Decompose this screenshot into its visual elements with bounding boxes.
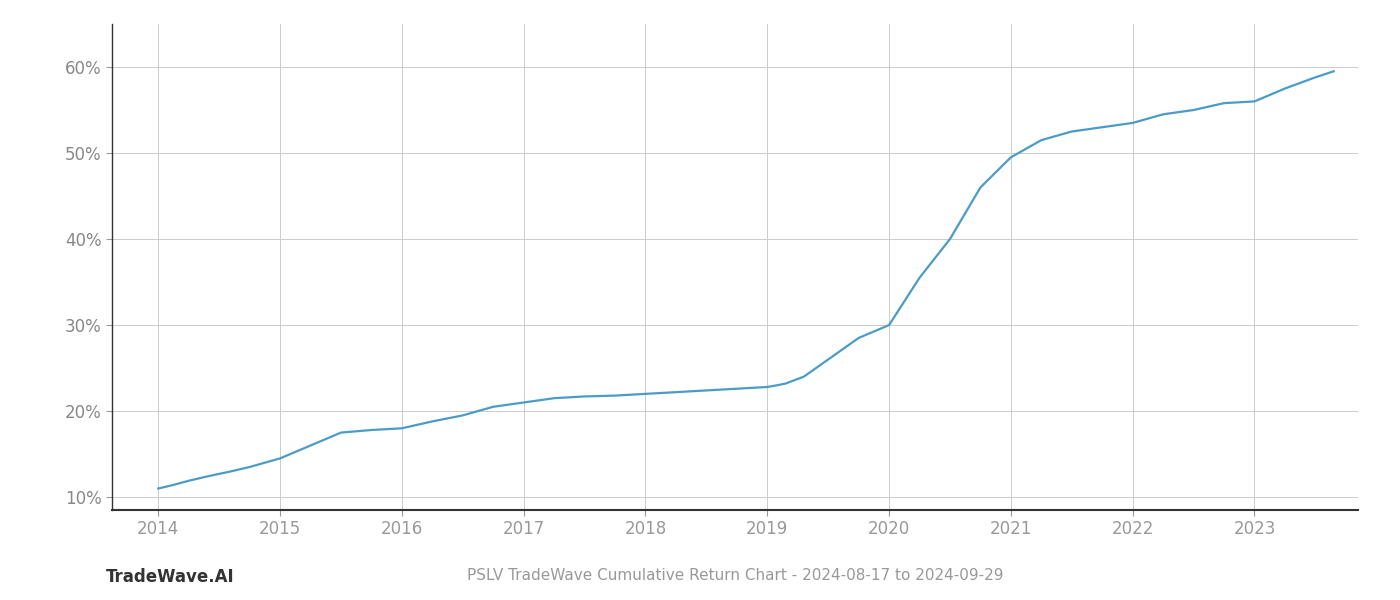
Text: PSLV TradeWave Cumulative Return Chart - 2024-08-17 to 2024-09-29: PSLV TradeWave Cumulative Return Chart -… <box>466 568 1004 583</box>
Text: TradeWave.AI: TradeWave.AI <box>106 568 234 586</box>
